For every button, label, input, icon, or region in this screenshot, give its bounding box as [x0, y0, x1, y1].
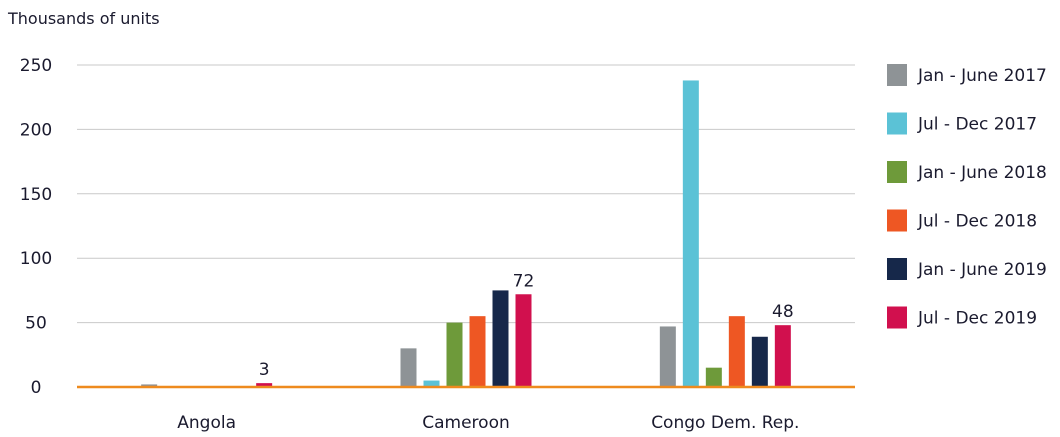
- y-tick-label: 150: [20, 185, 52, 205]
- legend-item: Jul - Dec 2019: [887, 306, 1037, 329]
- legend-item: Jul - Dec 2017: [887, 112, 1037, 135]
- bar: [423, 380, 440, 387]
- bar: [751, 336, 768, 387]
- data-label: 48: [772, 302, 794, 322]
- legend-label: Jul - Dec 2018: [917, 212, 1037, 232]
- legend-item: Jan - June 2018: [887, 161, 1047, 183]
- bars: [141, 80, 791, 388]
- legend-item: Jul - Dec 2018: [887, 209, 1037, 232]
- bar: [256, 383, 273, 387]
- bar: [682, 80, 699, 388]
- legend-label: Jan - June 2017: [917, 66, 1047, 86]
- data-labels: 3 72 48: [259, 271, 794, 380]
- bar: [469, 316, 486, 387]
- legend-label: Jan - June 2019: [917, 260, 1047, 280]
- legend-swatch: [887, 258, 907, 280]
- legend-swatch: [887, 112, 907, 135]
- legend-label: Jul - Dec 2019: [917, 309, 1037, 329]
- bar: [659, 326, 676, 387]
- y-axis-title: Thousands of units: [7, 9, 160, 28]
- legend-swatch: [887, 161, 907, 183]
- data-label: 72: [513, 271, 535, 291]
- y-tick-label: 200: [20, 120, 52, 140]
- bar: [705, 367, 722, 387]
- y-axis-ticks: 0 50 100 150 200 250: [20, 56, 52, 398]
- y-tick-label: 100: [20, 249, 52, 269]
- bar: [515, 294, 532, 387]
- bar: [446, 322, 463, 387]
- data-label: 3: [259, 360, 270, 380]
- legend-label: Jan - June 2018: [917, 163, 1047, 183]
- y-tick-label: 50: [25, 314, 47, 334]
- legend-item: Jan - June 2017: [887, 64, 1047, 86]
- y-tick-label: 0: [31, 378, 42, 398]
- legend-swatch: [887, 64, 907, 86]
- x-tick-label: Angola: [177, 413, 236, 433]
- y-tick-label: 250: [20, 56, 52, 76]
- x-axis-categories: Angola Cameroon Congo Dem. Rep.: [177, 413, 799, 433]
- legend: Jan - June 2017 Jul - Dec 2017 Jan - June …: [887, 64, 1047, 329]
- legend-swatch: [887, 209, 907, 232]
- bar: [141, 384, 158, 387]
- bar: [492, 290, 509, 387]
- bar: [728, 316, 745, 387]
- legend-label: Jul - Dec 2017: [917, 115, 1037, 135]
- bar: [400, 348, 417, 387]
- x-tick-label: Congo Dem. Rep.: [651, 413, 799, 433]
- legend-swatch: [887, 306, 907, 329]
- legend-item: Jan - June 2019: [887, 258, 1047, 280]
- bar: [774, 325, 791, 387]
- gridlines: [77, 64, 855, 324]
- x-tick-label: Cameroon: [422, 413, 510, 433]
